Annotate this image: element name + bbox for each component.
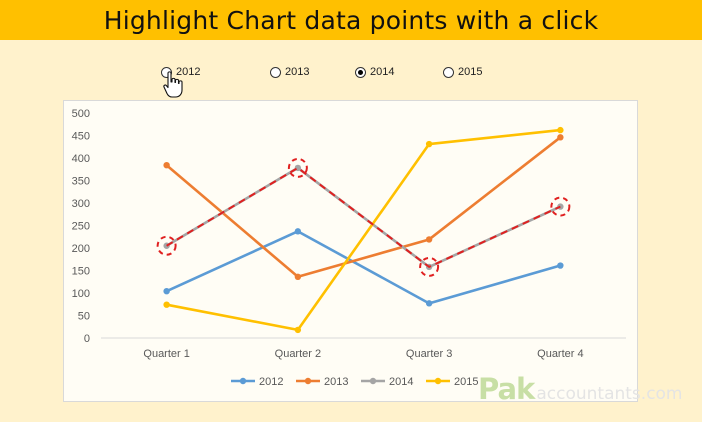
y-tick-label: 150	[72, 266, 90, 278]
series-line-2012	[165, 230, 562, 305]
radio-2012[interactable]: 2012	[161, 64, 200, 80]
highlight-ring	[287, 157, 308, 178]
data-point-2013	[425, 236, 433, 243]
y-tick-label: 300	[72, 198, 90, 210]
data-point-2012	[163, 288, 170, 295]
radio-2014[interactable]: 2014	[355, 64, 394, 80]
title-banner: Highlight Chart data points with a click	[0, 0, 702, 40]
x-tick-label: Quarter 2	[275, 348, 321, 360]
data-point-2015	[294, 326, 302, 334]
radio-2012-label: 2012	[176, 66, 201, 78]
radio-2015[interactable]: 2015	[443, 64, 482, 80]
radio-2015-circle[interactable]	[443, 66, 454, 78]
legend-label-2015: 2015	[454, 376, 478, 388]
legend-label-2012: 2012	[259, 376, 283, 388]
radio-2013-circle[interactable]	[270, 66, 281, 78]
highlight-ring	[419, 256, 440, 277]
highlight-line-2014	[166, 166, 561, 269]
data-point-2015	[425, 140, 433, 148]
y-tick-label: 0	[84, 333, 90, 345]
series-line-2015	[165, 128, 562, 332]
legend-marker-2012	[239, 377, 247, 385]
legend-marker-2013	[304, 377, 312, 385]
line-chart: 0 50 100 150 200 250 300 350 400 450 500 Quarter 1 Q…	[72, 108, 626, 388]
data-point-2015	[557, 126, 564, 134]
y-tick-label: 400	[72, 153, 90, 165]
x-tick-label: Quarter 1	[143, 348, 189, 360]
highlight-ring	[156, 235, 177, 256]
watermark-accountants: accountants.com	[536, 384, 683, 404]
radio-2015-label: 2015	[458, 66, 483, 78]
data-point-2012	[294, 228, 302, 235]
radio-2013[interactable]: 2013	[270, 64, 309, 80]
y-tick-label: 450	[72, 131, 90, 143]
radio-2013-label: 2013	[285, 66, 310, 78]
watermark-pak: Pak	[478, 372, 535, 406]
data-point-2013	[294, 273, 302, 280]
radio-2012-circle[interactable]	[161, 66, 172, 78]
y-tick-label: 500	[72, 108, 90, 120]
chart-area: 0 50 100 150 200 250 300 350 400 450 500 Quarter 1 Q…	[63, 100, 638, 402]
y-tick-label: 350	[72, 176, 90, 188]
legend-label-2014: 2014	[389, 376, 413, 388]
watermark-logo: Pak accountants.com	[478, 372, 683, 406]
data-point-2012	[425, 300, 433, 307]
x-tick-label: Quarter 4	[537, 348, 583, 360]
y-tick-label: 200	[72, 243, 90, 255]
series-line-2013	[165, 135, 562, 279]
radio-2014-circle[interactable]	[355, 66, 366, 78]
y-tick-label: 100	[72, 288, 90, 300]
legend-marker-2014	[369, 377, 377, 385]
data-point-2013	[163, 162, 170, 169]
data-point-2012	[557, 262, 564, 269]
data-point-2015	[163, 301, 170, 308]
radio-2014-label: 2014	[370, 66, 395, 78]
hand-pointer-icon	[163, 71, 183, 98]
legend-label-2013: 2013	[324, 376, 348, 388]
page-title: Highlight Chart data points with a click	[103, 5, 599, 35]
y-tick-label: 50	[78, 311, 90, 323]
y-tick-label: 250	[72, 221, 90, 233]
legend-marker-2015	[434, 377, 442, 385]
data-point-2013	[557, 134, 564, 141]
x-tick-label: Quarter 3	[406, 348, 452, 360]
highlight-ring	[550, 196, 571, 217]
